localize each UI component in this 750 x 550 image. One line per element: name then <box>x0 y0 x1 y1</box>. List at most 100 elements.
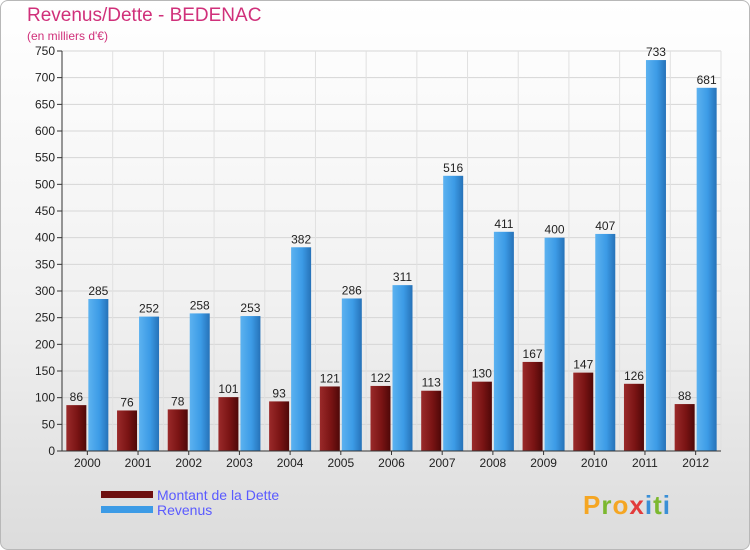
bar-revenus <box>392 285 413 451</box>
bar-revenus <box>544 237 565 451</box>
bar-dette <box>370 385 391 451</box>
data-label-dette: 147 <box>573 358 593 372</box>
y-tick-label: 0 <box>48 444 55 458</box>
x-tick-label: 2006 <box>378 456 405 470</box>
legend-label-revenus: Revenus <box>157 501 213 518</box>
x-tick-label: 2012 <box>682 456 709 470</box>
bar-dette <box>522 361 543 451</box>
y-tick-label: 500 <box>35 177 55 191</box>
logo-letter: x <box>629 490 645 520</box>
data-label-dette: 122 <box>370 371 390 385</box>
x-tick-label: 2005 <box>327 456 354 470</box>
data-label-revenus: 411 <box>494 217 513 231</box>
y-tick-label: 200 <box>35 337 55 351</box>
y-tick-label: 750 <box>35 44 55 58</box>
y-tick-label: 450 <box>35 204 55 218</box>
legend-item-dette: Montant de la Dette <box>101 486 280 503</box>
data-label-revenus: 258 <box>190 298 210 312</box>
y-tick-label: 150 <box>35 364 55 378</box>
bar-revenus <box>189 313 210 451</box>
data-label-dette: 121 <box>320 371 340 385</box>
data-label-dette: 76 <box>120 395 134 409</box>
logo-letter: i <box>644 490 654 520</box>
bar-revenus <box>240 316 261 451</box>
chart-subtitle: (en milliers d'€) <box>27 29 108 43</box>
bar-revenus <box>443 175 464 452</box>
x-tick-label: 2010 <box>581 456 608 470</box>
bar-dette <box>674 404 695 451</box>
data-label-revenus: 382 <box>291 232 311 246</box>
y-tick-label: 50 <box>42 417 56 431</box>
logo-letter: t <box>653 490 663 520</box>
legend-swatch-revenus <box>101 506 153 513</box>
data-label-revenus: 733 <box>646 45 666 59</box>
x-tick-label: 2011 <box>632 456 658 470</box>
bar-dette <box>269 401 290 451</box>
x-tick-label: 2004 <box>277 456 304 470</box>
chart-title: Revenus/Dette - BEDENAC <box>27 5 262 26</box>
data-label-dette: 88 <box>678 389 692 403</box>
bar-revenus <box>595 233 616 451</box>
y-tick-label: 100 <box>35 391 55 405</box>
bar-revenus <box>291 247 312 451</box>
data-label-revenus: 285 <box>88 284 108 298</box>
bar-dette <box>167 409 188 451</box>
y-tick-label: 400 <box>35 231 55 245</box>
logo-letter: P <box>583 490 602 520</box>
bar-revenus <box>493 231 514 451</box>
legend-item-revenus: Revenus <box>101 501 279 518</box>
y-tick-label: 250 <box>35 311 55 325</box>
data-label-dette: 126 <box>624 369 644 383</box>
bar-dette <box>421 390 442 451</box>
x-tick-label: 2001 <box>125 456 152 470</box>
data-label-dette: 130 <box>472 367 492 381</box>
data-label-revenus: 311 <box>393 270 412 284</box>
bar-dette <box>319 386 340 451</box>
bar-revenus <box>341 298 362 451</box>
legend-label-dette: Montant de la Dette <box>157 486 280 503</box>
data-label-dette: 167 <box>523 347 543 361</box>
bar-revenus <box>696 87 717 452</box>
bar-revenus <box>88 299 109 451</box>
x-tick-label: 2002 <box>175 456 202 470</box>
data-label-revenus: 407 <box>595 219 615 233</box>
x-tick-label: 2003 <box>226 456 253 470</box>
data-label-revenus: 253 <box>240 301 260 315</box>
x-tick-label: 2008 <box>480 456 507 470</box>
data-label-dette: 86 <box>70 390 84 404</box>
y-tick-label: 300 <box>35 284 55 298</box>
data-label-dette: 113 <box>422 376 441 390</box>
bar-revenus <box>645 60 666 452</box>
logo-letter: r <box>601 490 613 520</box>
logo-letter: o <box>612 490 630 520</box>
y-tick-label: 700 <box>35 71 55 85</box>
logo-letter: i <box>662 490 671 520</box>
x-tick-label: 2000 <box>74 456 101 470</box>
data-label-revenus: 681 <box>697 73 717 87</box>
data-label-revenus: 286 <box>342 283 362 297</box>
y-tick-label: 550 <box>35 151 55 165</box>
bar-revenus <box>139 316 160 451</box>
data-label-revenus: 252 <box>139 302 159 316</box>
data-label-dette: 101 <box>218 382 238 396</box>
y-tick-label: 650 <box>35 97 55 111</box>
bar-dette <box>623 383 644 451</box>
proxiti-logo: Proxiti <box>583 490 671 521</box>
bar-dette <box>218 397 239 451</box>
bar-dette <box>573 372 594 451</box>
data-label-revenus: 516 <box>443 161 463 175</box>
bar-dette <box>471 381 492 451</box>
x-tick-label: 2009 <box>530 456 557 470</box>
data-label-dette: 93 <box>272 386 286 400</box>
bar-dette <box>66 405 87 451</box>
legend-swatch-dette <box>101 491 153 498</box>
data-label-dette: 78 <box>171 394 185 408</box>
data-label-revenus: 400 <box>545 223 565 237</box>
x-tick-label: 2007 <box>429 456 456 470</box>
y-tick-label: 350 <box>35 257 55 271</box>
legend: Montant de la Dette Revenus <box>101 486 280 518</box>
y-tick-label: 600 <box>35 124 55 138</box>
bar-dette <box>117 410 138 451</box>
